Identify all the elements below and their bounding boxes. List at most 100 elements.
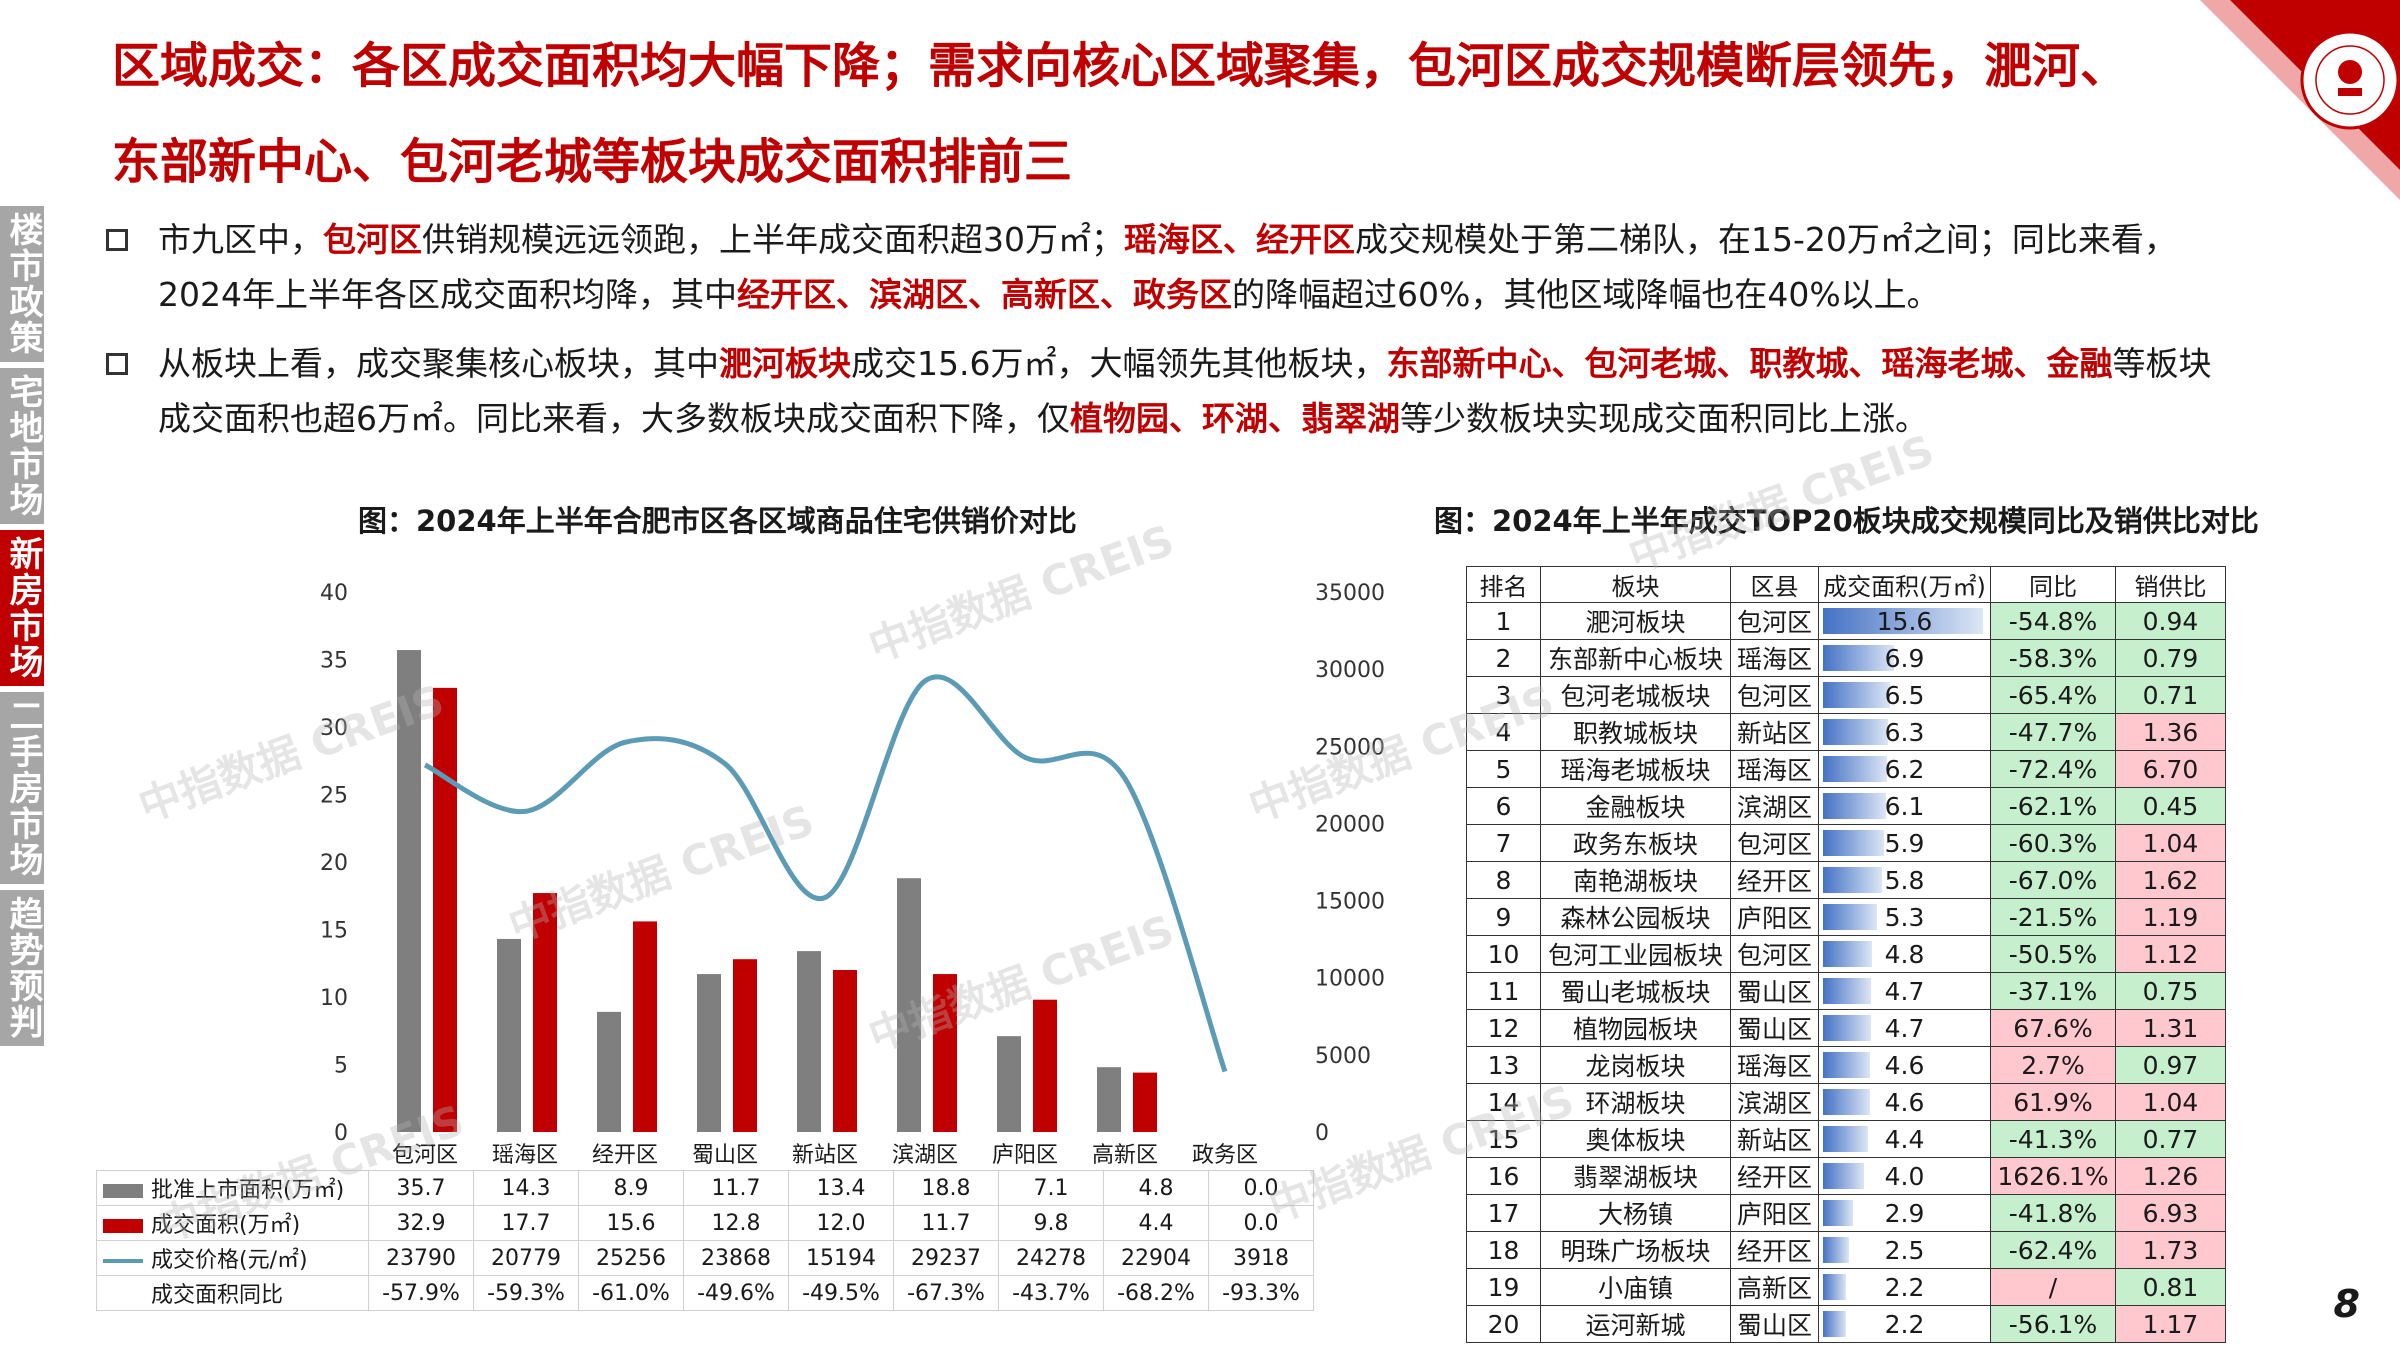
- data-table-cell: 23868: [683, 1240, 789, 1276]
- area-cell: 6.9: [1818, 639, 1991, 677]
- page-number: 8: [2333, 1282, 2360, 1326]
- series-legend: 成交面积同比: [96, 1275, 369, 1311]
- rank-cell: 12: [1466, 1009, 1541, 1047]
- data-table-row: 成交价格(元/㎡) 23790 20779 25256 23868 15194 29237 2…: [96, 1240, 1314, 1276]
- block-name-cell: 金融板块: [1540, 787, 1731, 825]
- data-table-cell: 13.4: [788, 1170, 894, 1206]
- area-value: 5.8: [1884, 865, 1925, 895]
- left-axis-tick-label: 15: [320, 919, 348, 944]
- series-name: 成交面积(万㎡): [151, 1213, 301, 1238]
- data-table-cell: 23790: [368, 1240, 474, 1276]
- data-table-cell: -43.7%: [998, 1275, 1104, 1311]
- district-supply-sales-price-chart: 0 5 10 15 20 25 30 35 40 0 5000 10000 15000 20000 2500…: [320, 581, 1385, 1168]
- table-row: 12 植物园板块 蜀山区 4.7 67.6% 1.31: [1466, 1009, 2226, 1047]
- rank-cell: 17: [1466, 1194, 1541, 1232]
- block-name-cell: 环湖板块: [1540, 1083, 1731, 1121]
- area-value: 6.3: [1884, 717, 1925, 747]
- column-header: 区县: [1730, 566, 1819, 603]
- square-bullet-icon: [106, 353, 128, 375]
- data-table-cell: -49.6%: [683, 1275, 789, 1311]
- table-row: 9 森林公园板块 庐阳区 5.3 -21.5% 1.19: [1466, 898, 2226, 936]
- sales-area-bar: [1133, 1072, 1157, 1132]
- yoy-cell: -60.3%: [1990, 824, 2116, 862]
- table-row: 1 淝河板块 包河区 15.6 -54.8% 0.94: [1466, 602, 2226, 640]
- data-table-cell: 3918: [1208, 1240, 1314, 1276]
- series-legend: 成交面积(万㎡): [96, 1205, 369, 1241]
- data-table-cell: 15194: [788, 1240, 894, 1276]
- area-cell: 4.6: [1818, 1046, 1991, 1084]
- right-axis-tick-label: 10000: [1315, 967, 1385, 992]
- area-value: 4.7: [1884, 1013, 1925, 1043]
- data-table-cell: 25256: [578, 1240, 684, 1276]
- area-data-bar: [1823, 1015, 1872, 1041]
- block-name-cell: 蜀山老城板块: [1540, 972, 1731, 1010]
- district-cell: 瑶海区: [1730, 639, 1819, 677]
- right-axis-tick-label: 35000: [1315, 581, 1385, 606]
- sidebar-tab-new-home-market[interactable]: 新房市场: [0, 530, 44, 686]
- block-name-cell: 包河工业园板块: [1540, 935, 1731, 973]
- category-label: 新站区: [792, 1143, 858, 1168]
- area-data-bar: [1823, 1089, 1871, 1115]
- data-table-cell: 12.0: [788, 1205, 894, 1241]
- yoy-cell: -67.0%: [1990, 861, 2116, 899]
- district-cell: 滨湖区: [1730, 1083, 1819, 1121]
- table-row: 3 包河老城板块 包河区 6.5 -65.4% 0.71: [1466, 676, 2226, 714]
- sales-supply-ratio-cell: 1.17: [2115, 1305, 2226, 1343]
- sales-supply-ratio-cell: 0.81: [2115, 1268, 2226, 1306]
- sidebar-tab-land-market[interactable]: 宅地市场: [0, 368, 44, 524]
- block-name-cell: 翡翠湖板块: [1540, 1157, 1731, 1195]
- sidebar-tab-trend-forecast[interactable]: 趋势预判: [0, 890, 44, 1046]
- sidebar-tab-resale-market[interactable]: 二手房市场: [0, 692, 44, 884]
- data-table-cell: 20779: [473, 1240, 579, 1276]
- right-axis-tick-label: 20000: [1315, 812, 1385, 837]
- block-name-cell: 东部新中心板块: [1540, 639, 1731, 677]
- column-header: 成交面积(万㎡): [1818, 566, 1991, 603]
- table-row: 7 政务东板块 包河区 5.9 -60.3% 1.04: [1466, 824, 2226, 862]
- area-cell: 5.3: [1818, 898, 1991, 936]
- area-value: 4.6: [1884, 1087, 1925, 1117]
- sales-area-bar: [733, 959, 757, 1132]
- table-row: 15 奥体板块 新站区 4.4 -41.3% 0.77: [1466, 1120, 2226, 1158]
- data-table-cell: -67.3%: [893, 1275, 999, 1311]
- supply-area-bar: [897, 878, 921, 1132]
- rank-cell: 15: [1466, 1120, 1541, 1158]
- sidebar-tab-policy[interactable]: 楼市政策: [0, 206, 44, 362]
- area-value: 6.1: [1884, 791, 1925, 821]
- data-table-cell: -93.3%: [1208, 1275, 1314, 1311]
- rank-cell: 14: [1466, 1083, 1541, 1121]
- page-title-line-1: 区域成交：各区成交面积均大幅下降；需求向核心区域聚集，包河区成交规模断层领先，淝…: [112, 38, 2129, 94]
- yoy-cell: 67.6%: [1990, 1009, 2116, 1047]
- rank-cell: 19: [1466, 1268, 1541, 1306]
- data-table-cell: 0.0: [1208, 1170, 1314, 1206]
- data-table-cell: 4.8: [1103, 1170, 1209, 1206]
- category-label: 瑶海区: [492, 1143, 558, 1168]
- area-cell: 2.5: [1818, 1231, 1991, 1269]
- yoy-cell: 1626.1%: [1990, 1157, 2116, 1195]
- yoy-cell: -21.5%: [1990, 898, 2116, 936]
- data-table-cell: -61.0%: [578, 1275, 684, 1311]
- highlight-text: 淝河板块: [719, 344, 851, 383]
- sales-supply-ratio-cell: 1.12: [2115, 935, 2226, 973]
- block-name-cell: 政务东板块: [1540, 824, 1731, 862]
- page-title: 区域成交：各区成交面积均大幅下降；需求向核心区域聚集，包河区成交规模断层领先，淝…: [112, 18, 2192, 210]
- data-table-cell: -59.3%: [473, 1275, 579, 1311]
- sales-supply-ratio-cell: 6.93: [2115, 1194, 2226, 1232]
- table-row: 4 职教城板块 新站区 6.3 -47.7% 1.36: [1466, 713, 2226, 751]
- area-data-bar: [1823, 1237, 1849, 1263]
- block-name-cell: 南艳湖板块: [1540, 861, 1731, 899]
- left-axis-tick-label: 40: [320, 581, 348, 606]
- yoy-cell: -54.8%: [1990, 602, 2116, 640]
- highlight-text: 经开区、滨湖区、高新区、政务区: [736, 275, 1232, 314]
- yoy-cell: -72.4%: [1990, 750, 2116, 788]
- area-data-bar: [1823, 793, 1886, 819]
- summary-bullets: 市九区中，包河区供销规模远远领跑，上半年成交面积超30万㎡；瑶海区、经开区成交规…: [100, 212, 2230, 460]
- sales-supply-ratio-cell: 1.31: [2115, 1009, 2226, 1047]
- area-data-bar: [1823, 867, 1883, 893]
- district-cell: 包河区: [1730, 676, 1819, 714]
- bullet-district-summary: 市九区中，包河区供销规模远远领跑，上半年成交面积超30万㎡；瑶海区、经开区成交规…: [100, 212, 2230, 322]
- data-table-cell: 24278: [998, 1240, 1104, 1276]
- sales-area-bar: [833, 970, 857, 1132]
- data-table-cell: 29237: [893, 1240, 999, 1276]
- area-cell: 2.2: [1818, 1305, 1991, 1343]
- district-cell: 蜀山区: [1730, 972, 1819, 1010]
